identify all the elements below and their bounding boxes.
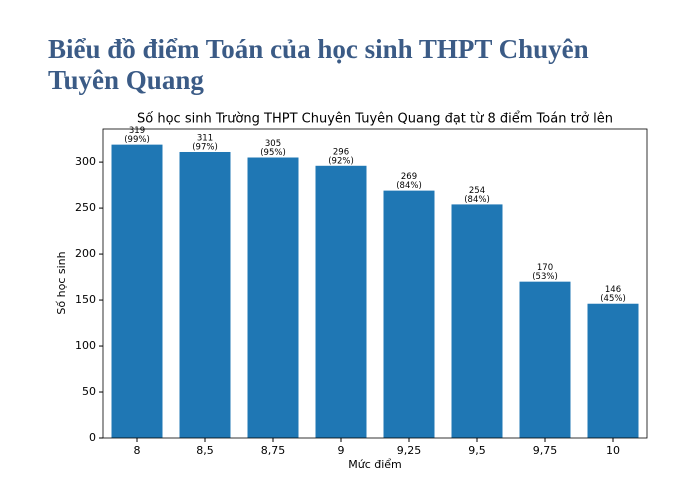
x-tick-label: 8,75 (261, 444, 286, 457)
x-tick-label: 10 (606, 444, 620, 457)
bar (383, 190, 435, 438)
x-tick-label: 9,75 (533, 444, 558, 457)
y-tick-label: 250 (75, 201, 96, 214)
bar (451, 204, 503, 438)
bar (179, 151, 231, 438)
value-label: 319 (129, 126, 145, 136)
value-label: 296 (333, 147, 349, 157)
percent-label: (99%) (124, 135, 150, 145)
y-tick-label: 0 (89, 431, 96, 444)
bar (519, 281, 571, 438)
value-label: 305 (265, 139, 281, 149)
percent-label: (53%) (532, 272, 558, 282)
plot-frame (102, 128, 648, 439)
value-label: 269 (401, 172, 417, 182)
value-label: 170 (537, 263, 553, 273)
value-label: 311 (197, 133, 213, 143)
percent-label: (92%) (328, 156, 354, 166)
page-heading: Biểu đồ điểm Toán của học sinh THPT Chuy… (48, 34, 589, 95)
x-tick-label: 9,25 (397, 444, 422, 457)
value-label: 254 (469, 186, 485, 196)
bar (587, 303, 639, 438)
bar (111, 144, 163, 439)
y-tick-label: 200 (75, 247, 96, 260)
x-tick-label: 8,5 (196, 444, 214, 457)
y-tick-label: 150 (75, 293, 96, 306)
y-tick-label: 300 (75, 155, 96, 168)
x-tick-label: 8 (134, 444, 141, 457)
percent-label: (84%) (396, 181, 422, 191)
percent-label: (95%) (260, 148, 286, 158)
percent-label: (97%) (192, 142, 218, 152)
percent-label: (45%) (600, 294, 626, 304)
bar (315, 165, 367, 439)
value-label: 146 (605, 285, 621, 295)
y-tick-label: 50 (82, 385, 96, 398)
y-axis-label: Số học sinh (55, 251, 68, 314)
x-tick-label: 9,5 (468, 444, 486, 457)
bar (247, 157, 299, 439)
percent-label: (84%) (464, 195, 490, 205)
chart-title: Số học sinh Trường THPT Chuyên Tuyên Qua… (137, 112, 613, 127)
x-tick-label: 9 (338, 444, 345, 457)
y-tick-label: 100 (75, 339, 96, 352)
x-axis-label: Mức điểm (348, 458, 402, 471)
